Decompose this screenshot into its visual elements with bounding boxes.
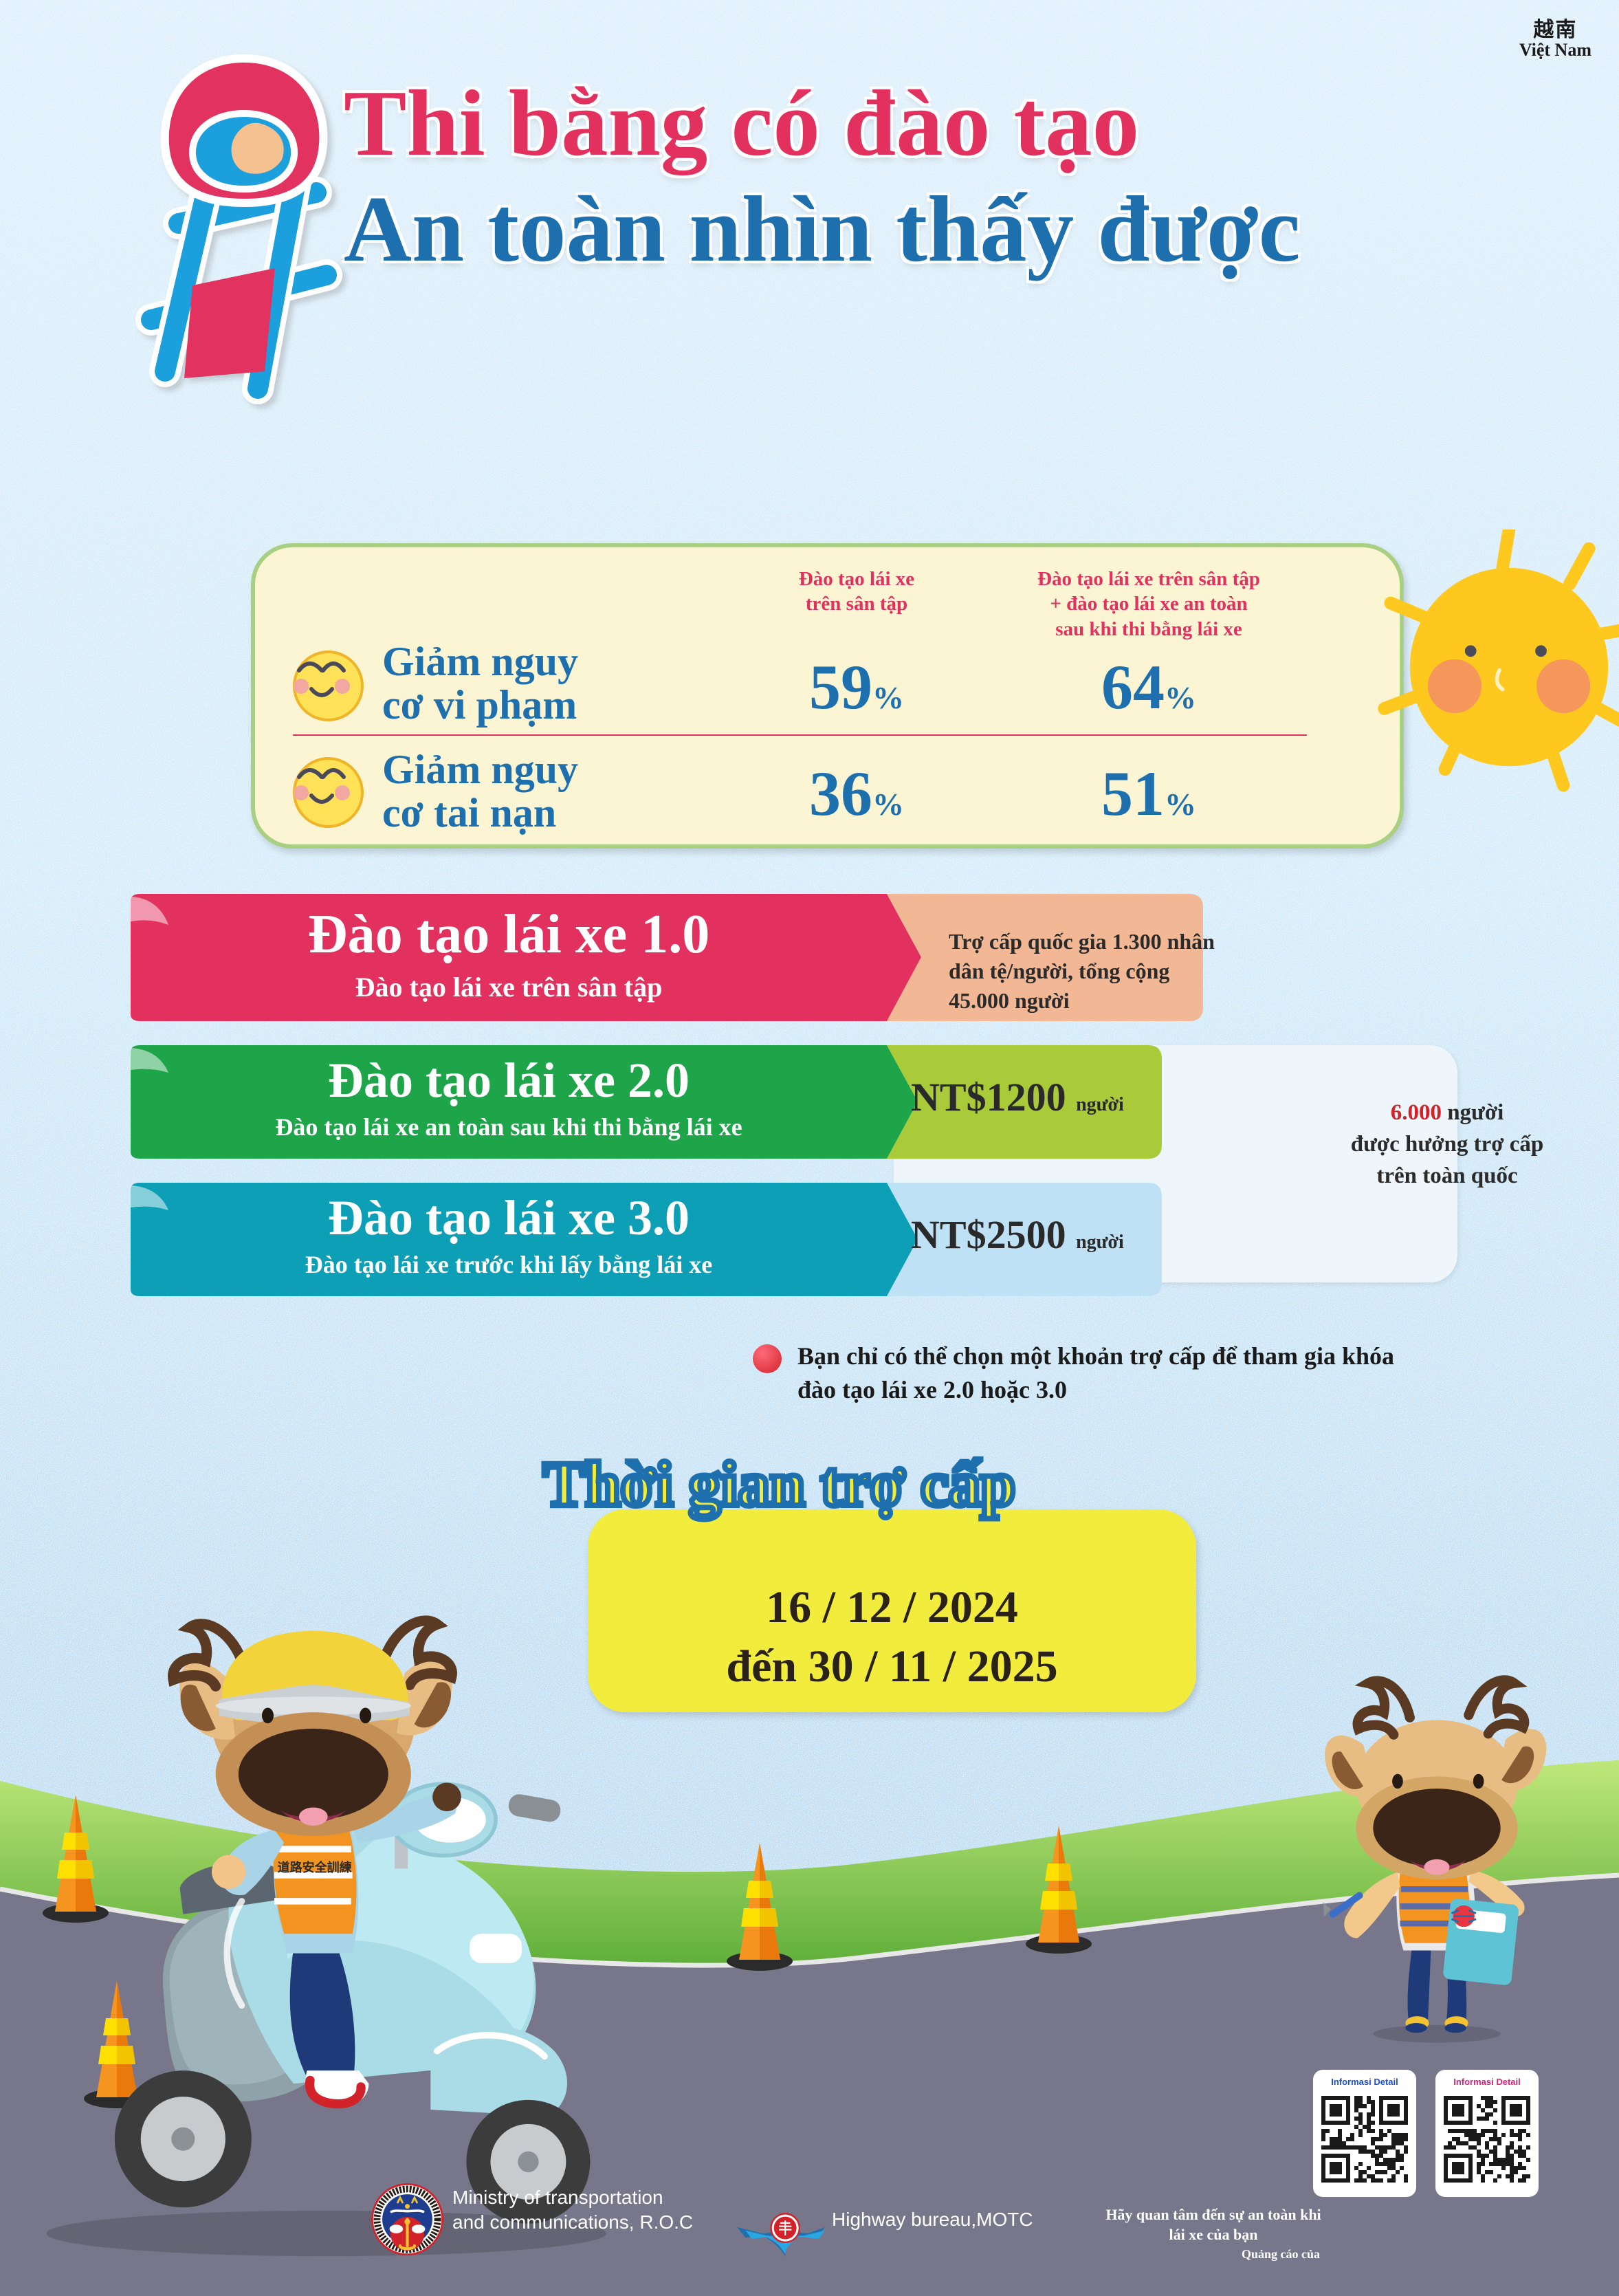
svg-text:道路安全訓練: 道路安全訓練 bbox=[278, 1860, 352, 1874]
